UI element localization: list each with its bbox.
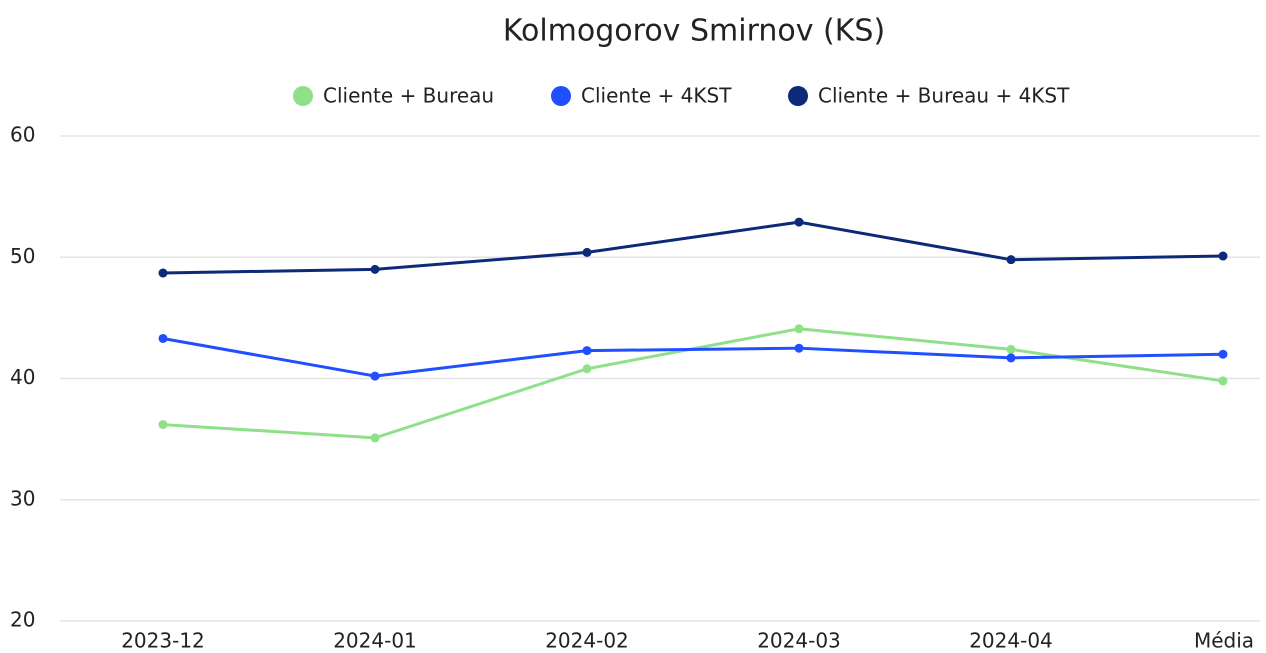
data-point (1218, 251, 1228, 261)
data-point (1218, 349, 1228, 359)
series-line (162, 337, 1224, 378)
data-point (794, 343, 804, 353)
x-tick-label: Média (1194, 629, 1254, 653)
x-tick-label: 2024-04 (969, 629, 1053, 653)
data-point (370, 433, 380, 443)
y-tick-label: 30 (10, 486, 35, 510)
legend-marker (788, 86, 808, 106)
y-tick-label: 60 (10, 123, 35, 147)
data-point (794, 324, 804, 334)
legend-marker (293, 86, 313, 106)
x-tick-label: 2024-02 (545, 629, 629, 653)
y-tick-label: 40 (10, 365, 35, 389)
chart-title: Kolmogorov Smirnov (KS) (503, 14, 885, 49)
data-point (158, 333, 168, 343)
data-point (158, 420, 168, 430)
x-tick-label: 2024-03 (757, 629, 841, 653)
y-tick-label: 50 (10, 244, 35, 268)
x-tick-label: 2023-12 (121, 629, 205, 653)
data-point (370, 264, 380, 274)
data-point (582, 247, 592, 257)
data-point (794, 217, 804, 227)
data-point (582, 364, 592, 374)
data-point (370, 371, 380, 381)
series-line (162, 327, 1224, 440)
legend-marker (551, 86, 571, 106)
data-point (582, 346, 592, 356)
data-point (1218, 376, 1228, 386)
series-line (162, 220, 1224, 275)
data-point (1006, 255, 1016, 265)
legend-label: Cliente + 4KST (581, 84, 732, 108)
legend-label: Cliente + Bureau + 4KST (818, 84, 1070, 108)
data-point (1006, 353, 1016, 363)
data-point (1006, 344, 1016, 354)
x-tick-label: 2024-01 (333, 629, 417, 653)
legend-label: Cliente + Bureau (323, 84, 494, 108)
y-tick-label: 20 (10, 608, 35, 632)
data-point (158, 268, 168, 278)
